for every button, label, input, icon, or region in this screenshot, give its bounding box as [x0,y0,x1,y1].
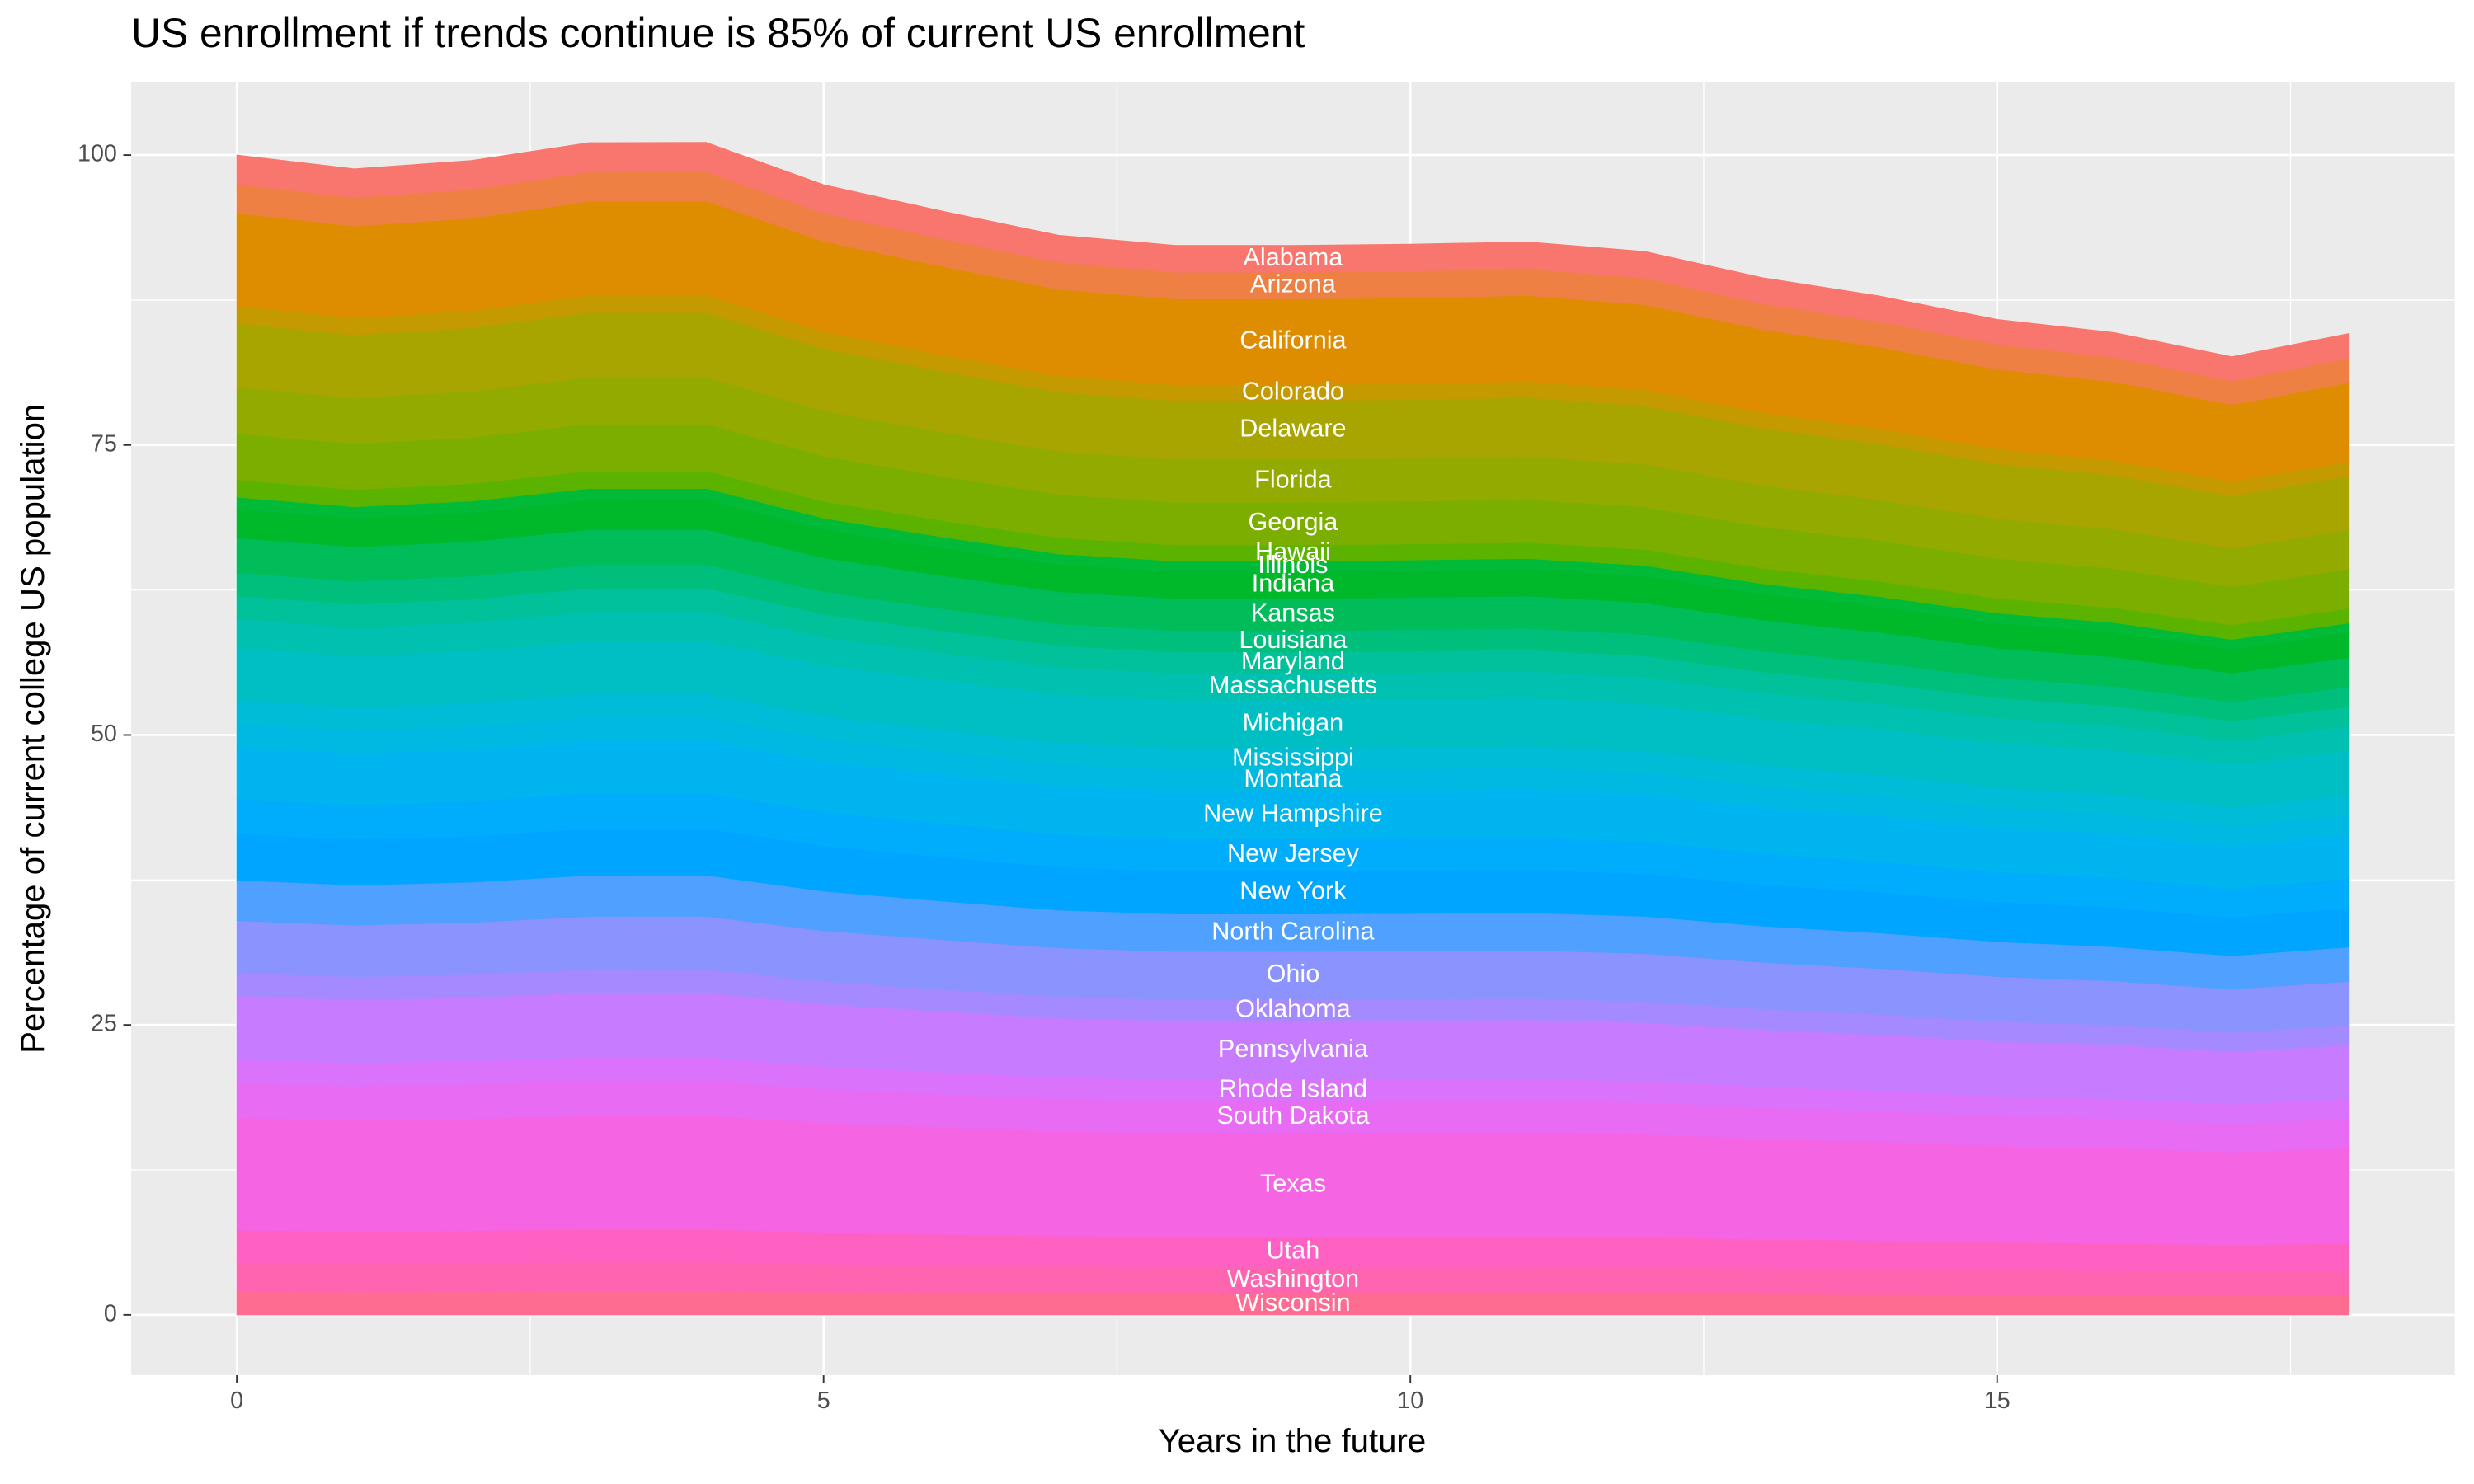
area-label: Rhode Island [1219,1075,1367,1103]
y-tick-label: 0 [104,1300,117,1327]
area-label: Wisconsin [1235,1289,1350,1317]
y-tick-label: 50 [91,721,117,747]
area [236,142,2350,382]
area-label: Massachusetts [1209,671,1377,699]
area-label: Kansas [1251,599,1335,627]
axes: 0 5 10 15 0 25 50 75 100 [78,141,2011,1414]
area-label: Texas [1260,1169,1326,1197]
area-label: Florida [1254,465,1332,493]
area-label: Ohio [1267,960,1320,988]
x-tick-label: 15 [1984,1388,2011,1414]
area-label: North Carolina [1211,917,1375,945]
area-label: Arizona [1250,270,1337,298]
areas [236,142,2350,1316]
y-tick-label: 25 [91,1011,117,1037]
area-label: Louisiana [1239,626,1348,654]
x-tick-label: 10 [1397,1388,1423,1414]
y-tick-label: 75 [91,430,117,457]
area-label: Hawaii [1255,538,1331,566]
area-label: Delaware [1239,415,1346,443]
area-label: Indiana [1252,570,1335,598]
area-label: New Hampshire [1203,800,1383,828]
area-label: New York [1239,877,1347,905]
x-tick-label: 5 [817,1388,830,1414]
area-label: Pennsylvania [1218,1035,1369,1063]
area-label: Utah [1267,1236,1320,1264]
area-label: Michigan [1243,708,1343,736]
y-axis-title: Percentage of current college US populat… [14,404,51,1054]
area-label: Montana [1244,764,1343,792]
area-label: Colorado [1242,377,1344,405]
area-label: California [1239,326,1347,355]
x-tick-label: 0 [230,1388,243,1414]
area-label: Georgia [1248,508,1338,536]
chart-title: US enrollment if trends continue is 85% … [131,10,1305,56]
area-label: Washington [1227,1265,1359,1293]
area-label: Maryland [1241,647,1345,675]
area-label: New Jersey [1227,839,1360,867]
y-tick-label: 100 [78,141,117,167]
area-label: Illinois [1258,551,1328,579]
x-axis-title: Years in the future [1159,1422,1426,1459]
area-label: South Dakota [1216,1101,1370,1129]
area-label: Oklahoma [1235,994,1351,1022]
area-label: Mississippi [1232,744,1354,772]
area-label: Alabama [1244,243,1344,271]
